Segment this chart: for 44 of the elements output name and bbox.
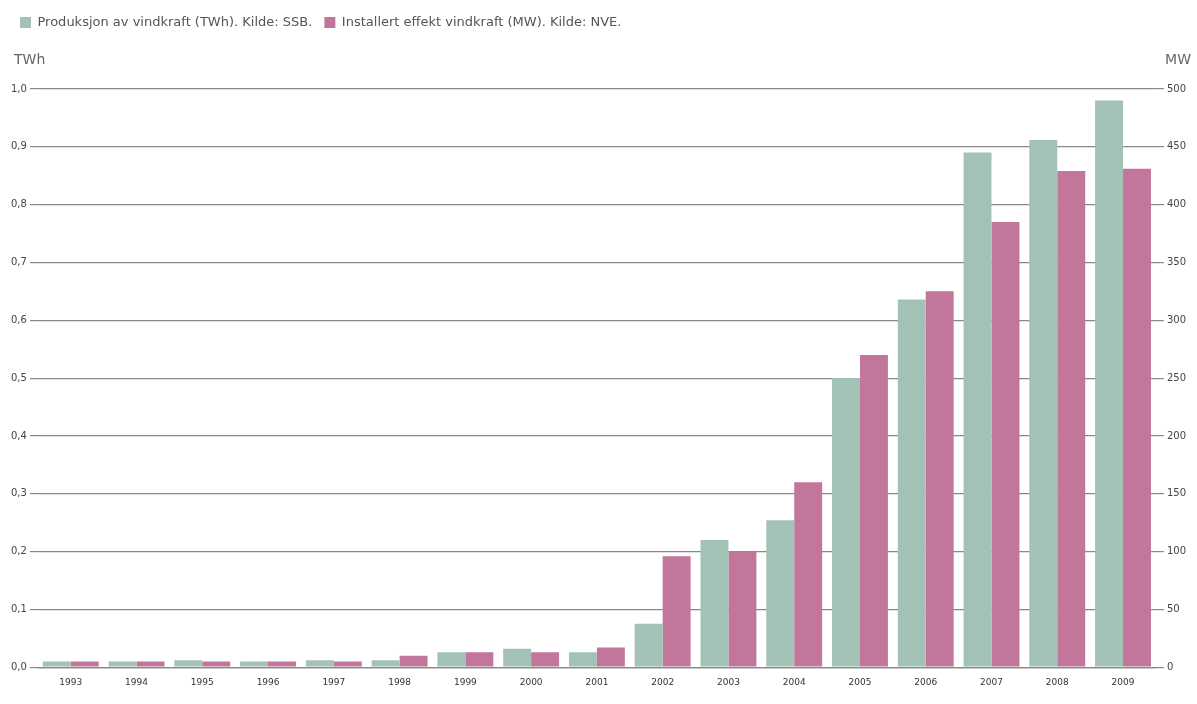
y-tick-label: 0,2 [11, 545, 27, 557]
x-tick-label: 1993 [59, 676, 83, 687]
x-tick-label: 2003 [716, 676, 740, 687]
y-tick-label: 0,9 [11, 140, 27, 152]
y2-tick-label: 400 [1166, 198, 1187, 210]
y-tick-label: 0,0 [11, 660, 27, 672]
x-tick-label: 2008 [1045, 676, 1069, 687]
x-tick-label: 1998 [388, 676, 412, 687]
x-tick-label: 1995 [190, 676, 214, 687]
y2-tick-label: 200 [1166, 429, 1187, 441]
y-tick-label: 0,6 [11, 313, 27, 325]
legend-label: Produksjon av vindkraft (TWh). Kilde: SSB. [37, 13, 313, 29]
y-tick-label: 1,0 [11, 82, 27, 94]
y2-tick-label: 250 [1166, 371, 1187, 383]
x-tick-label: 1994 [125, 676, 149, 687]
x-tick-label: 2002 [651, 676, 675, 687]
y-tick-label: 0,7 [11, 256, 27, 268]
y2-tick-label: 500 [1166, 82, 1187, 94]
x-tick-label: 2006 [914, 676, 938, 687]
x-tick-label: 2005 [848, 676, 872, 687]
y2-tick-label: 100 [1166, 545, 1187, 557]
y2-axis-title: MW [1165, 50, 1192, 67]
legend-label: Installert effekt vindkraft (MW). Kilde: NVE. [341, 13, 622, 29]
x-tick-label: 2007 [980, 676, 1003, 687]
y2-tick-label: 450 [1166, 140, 1187, 152]
x-tick-label: 1997 [322, 676, 346, 687]
y2-tick-label: 350 [1166, 256, 1187, 268]
x-tick-label: 2004 [782, 676, 806, 687]
y-axis-title: TWh [13, 50, 46, 67]
bar [662, 556, 691, 667]
y-tick-label: 0,3 [11, 487, 27, 499]
y2-tick-label: 50 [1166, 602, 1180, 614]
x-tick-label: 2009 [1111, 676, 1135, 687]
y-tick-label: 0,5 [11, 371, 27, 383]
x-tick-label: 1999 [453, 676, 478, 687]
y2-tick-label: 0 [1166, 660, 1174, 672]
y-tick-label: 0,4 [11, 429, 27, 441]
y-tick-label: 0,8 [11, 198, 27, 210]
x-tick-label: 1996 [256, 676, 280, 687]
x-tick-label: 2001 [585, 676, 609, 687]
y-tick-label: 0,1 [11, 602, 27, 614]
y2-tick-label: 300 [1166, 313, 1187, 325]
x-tick-label: 2000 [519, 676, 543, 687]
y2-tick-label: 150 [1166, 487, 1187, 499]
